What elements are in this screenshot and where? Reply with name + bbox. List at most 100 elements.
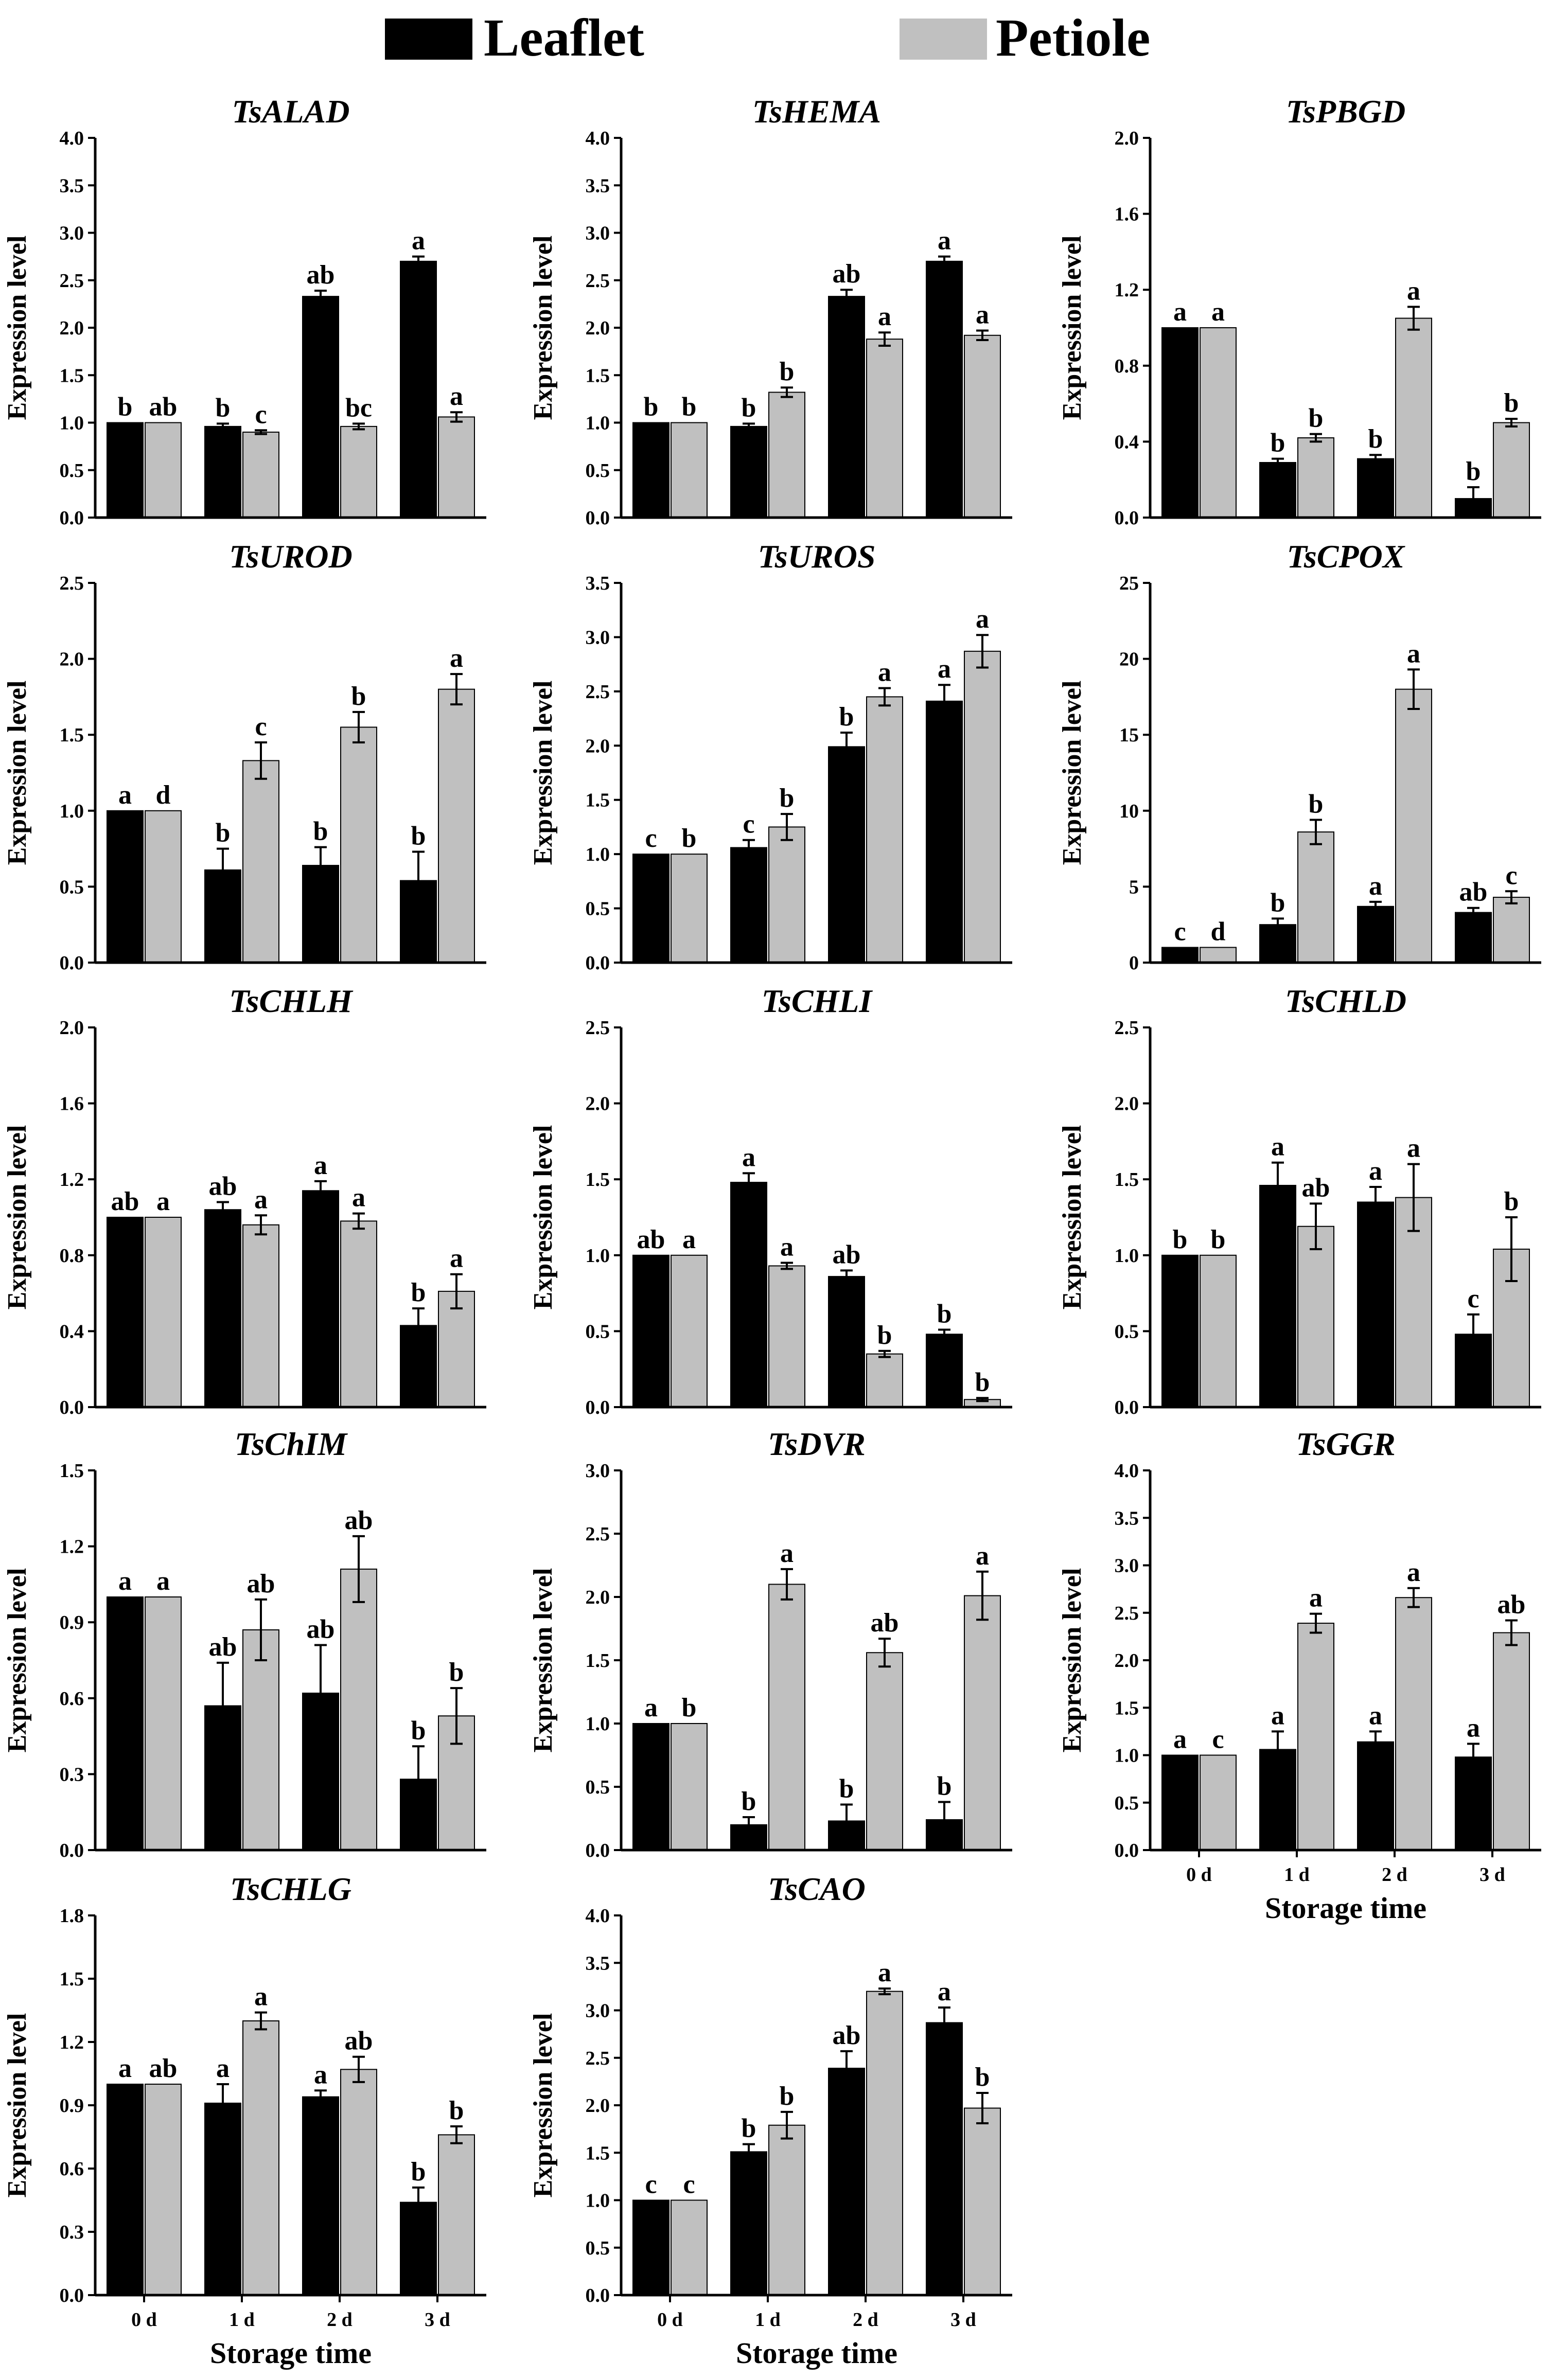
bar-petiole-2d bbox=[340, 1568, 377, 1851]
significance-letter: b bbox=[839, 1774, 854, 1803]
significance-letter: b bbox=[351, 682, 366, 711]
y-tick-label: 3.5 bbox=[60, 175, 84, 197]
y-tick-label: 1.2 bbox=[1115, 279, 1139, 301]
y-tick-label: 1.6 bbox=[60, 1093, 84, 1115]
y-tick-label: 2.5 bbox=[60, 573, 84, 594]
significance-letter: ab bbox=[345, 2027, 373, 2056]
bar-petiole-1d bbox=[242, 1224, 279, 1408]
y-tick-label: 3.0 bbox=[586, 1460, 610, 1482]
significance-letter: a bbox=[878, 1958, 891, 1987]
significance-letter: a bbox=[254, 1982, 268, 2012]
significance-letter: b bbox=[1504, 1187, 1519, 1216]
significance-letter: a bbox=[254, 1185, 268, 1214]
significance-letter: ab bbox=[247, 1569, 275, 1598]
chart-panel-TsCHLH: TsCHLH 0.0 0.4 0.8 1.2 1.6 2.0 Expression level… bbox=[3, 983, 486, 1418]
y-axis-label: Expression level bbox=[528, 2013, 558, 2198]
bar-leaflet-2d bbox=[828, 1276, 865, 1408]
significance-letter: d bbox=[156, 780, 171, 810]
panel-title: TsChIM bbox=[235, 1426, 348, 1462]
bar-leaflet-0d bbox=[1161, 1754, 1199, 1851]
y-axis-label: Expression level bbox=[1058, 681, 1087, 865]
significance-letter: b bbox=[682, 393, 697, 422]
y-tick-label: 1.5 bbox=[586, 790, 610, 811]
x-tick-label: 3 d bbox=[1479, 1864, 1505, 1886]
bar-leaflet-3d bbox=[926, 260, 963, 518]
y-tick-label: 2.5 bbox=[1115, 1017, 1139, 1039]
panel-title: TsDVR bbox=[768, 1426, 866, 1462]
x-tick-label: 3 d bbox=[425, 2309, 450, 2331]
bar-leaflet-3d bbox=[926, 2022, 963, 2296]
significance-letter: b bbox=[216, 819, 231, 848]
y-tick-label: 0.0 bbox=[60, 1397, 84, 1418]
y-tick-label: 0.0 bbox=[586, 507, 610, 529]
y-tick-label: 0.0 bbox=[586, 2285, 610, 2306]
significance-letter: c bbox=[1212, 1725, 1224, 1754]
y-tick-label: 2.0 bbox=[60, 317, 84, 339]
bar-petiole-2d bbox=[1395, 688, 1432, 963]
y-tick-label: 0.3 bbox=[60, 1764, 84, 1785]
x-tick-label: 2 d bbox=[853, 2309, 878, 2331]
x-axis-label: Storage time bbox=[1265, 1891, 1426, 1925]
x-tick-label: 1 d bbox=[755, 2309, 781, 2331]
significance-letter: a bbox=[1407, 1134, 1420, 1163]
bar-leaflet-1d bbox=[1259, 1185, 1296, 1408]
y-tick-label: 1.2 bbox=[60, 2032, 84, 2053]
panel-title: TsPBGD bbox=[1286, 93, 1405, 130]
panel-title: TsCHLI bbox=[762, 983, 873, 1019]
significance-letter: a bbox=[1369, 872, 1382, 901]
significance-letter: a bbox=[314, 2060, 327, 2089]
significance-letter: b bbox=[1173, 1225, 1188, 1254]
bar-leaflet-0d bbox=[1161, 947, 1199, 963]
y-tick-label: 2.0 bbox=[586, 735, 610, 757]
significance-letter: a bbox=[976, 300, 989, 330]
y-tick-label: 1.5 bbox=[1115, 1169, 1139, 1191]
bar-leaflet-2d bbox=[828, 296, 865, 518]
y-tick-label: 2.0 bbox=[1115, 1650, 1139, 1672]
chart-panel-TsALAD: TsALAD 0.0 0.5 1.0 1.5 2.0 2.5 3.0 3.5 4.0 Express… bbox=[3, 93, 486, 529]
y-tick-label: 2.0 bbox=[586, 2095, 610, 2117]
y-tick-label: 15 bbox=[1119, 724, 1139, 746]
y-tick-label: 3.0 bbox=[586, 223, 610, 244]
significance-letter: b bbox=[1466, 457, 1481, 486]
y-tick-label: 1.0 bbox=[586, 2190, 610, 2212]
significance-letter: c bbox=[743, 810, 754, 839]
bar-leaflet-2d bbox=[1357, 1741, 1394, 1851]
bar-petiole-0d bbox=[671, 854, 708, 963]
y-tick-label: 0.5 bbox=[586, 460, 610, 482]
bar-petiole-0d bbox=[671, 1723, 708, 1851]
y-tick-label: 2.5 bbox=[586, 1017, 610, 1039]
bar-petiole-1d bbox=[1297, 1225, 1334, 1408]
bar-petiole-2d bbox=[340, 2069, 377, 2296]
significance-letter: b bbox=[1271, 888, 1285, 917]
bar-petiole-3d bbox=[438, 2134, 475, 2296]
bar-leaflet-0d bbox=[632, 2199, 670, 2296]
significance-letter: ab bbox=[345, 1506, 373, 1535]
y-tick-label: 1.6 bbox=[1115, 204, 1139, 225]
bar-petiole-1d bbox=[1297, 1623, 1334, 1851]
chart-panel-TsHEMA: TsHEMA 0.0 0.5 1.0 1.5 2.0 2.5 3.0 3.5 4.0 Express… bbox=[528, 93, 1012, 529]
y-tick-label: 3.0 bbox=[1115, 1555, 1139, 1577]
y-tick-label: 0.0 bbox=[60, 507, 84, 529]
y-tick-label: 0.6 bbox=[60, 2158, 84, 2180]
chart-panel-TsCHLD: TsCHLD 0.0 0.5 1.0 1.5 2.0 2.5 Expression level… bbox=[1058, 983, 1541, 1418]
y-tick-label: 10 bbox=[1119, 801, 1139, 822]
y-tick-label: 0.0 bbox=[586, 1397, 610, 1418]
y-tick-label: 1.5 bbox=[60, 1968, 84, 1990]
panel-title: TsUROS bbox=[758, 538, 876, 575]
significance-letter: b bbox=[780, 2082, 795, 2111]
y-tick-label: 1.0 bbox=[586, 413, 610, 434]
y-tick-label: 1.5 bbox=[586, 2142, 610, 2164]
bar-petiole-1d bbox=[768, 392, 805, 519]
x-axis-label: Storage time bbox=[210, 2336, 372, 2370]
y-tick-label: 0.5 bbox=[1115, 1321, 1139, 1342]
y-tick-label: 0.4 bbox=[1115, 431, 1139, 453]
significance-letter: a bbox=[118, 2054, 132, 2083]
y-tick-label: 2.0 bbox=[1115, 128, 1139, 149]
bar-petiole-3d bbox=[1493, 1632, 1530, 1851]
significance-letter: a bbox=[742, 1143, 755, 1172]
y-tick-label: 0.9 bbox=[60, 1612, 84, 1633]
y-tick-label: 2.0 bbox=[586, 1587, 610, 1608]
significance-letter: bc bbox=[345, 393, 372, 422]
y-tick-label: 1.5 bbox=[586, 365, 610, 386]
